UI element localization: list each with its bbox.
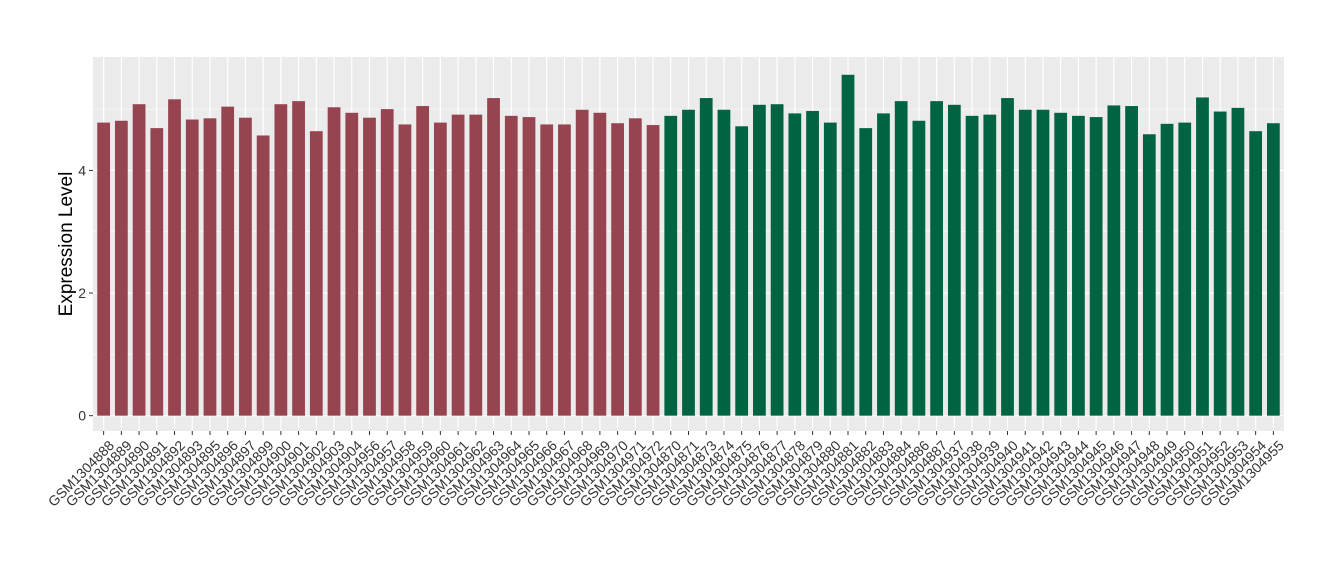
bar-GSM1304968 [575, 109, 589, 416]
bar-GSM1304952 [1213, 111, 1227, 416]
bar-GSM1304945 [1089, 117, 1103, 416]
bar-GSM1304897 [239, 117, 252, 416]
bar-GSM1304956 [363, 117, 376, 416]
y-tick-label: 4 [78, 162, 86, 178]
bar-GSM1304901 [292, 101, 305, 416]
bar-GSM1304960 [433, 122, 447, 416]
bar-GSM1304955 [1266, 123, 1280, 416]
bar-GSM1304959 [416, 106, 430, 416]
bar-GSM1304949 [1160, 123, 1174, 416]
bar-GSM1304888 [97, 122, 111, 416]
bar-GSM1304870 [664, 115, 678, 416]
bar-GSM1304951 [1196, 97, 1209, 416]
bar-GSM1304958 [398, 124, 412, 416]
bar-GSM1304879 [806, 110, 819, 416]
bar-GSM1304891 [150, 128, 164, 416]
bar-GSM1304874 [717, 109, 731, 416]
bar-GSM1304884 [894, 101, 908, 416]
bar-GSM1304876 [753, 104, 766, 416]
bar-GSM1304961 [451, 114, 465, 416]
bar-GSM1304878 [788, 113, 802, 416]
bar-GSM1304904 [345, 112, 359, 416]
bar-GSM1304900 [274, 104, 288, 416]
bar-GSM1304940 [1001, 98, 1014, 416]
bar-GSM1304882 [859, 128, 873, 416]
bar-GSM1304964 [504, 115, 518, 416]
bar-GSM1304946 [1107, 105, 1121, 416]
bar-GSM1304886 [912, 120, 926, 416]
bar-GSM1304892 [168, 99, 181, 416]
bar-GSM1304941 [1018, 109, 1032, 416]
y-tick-label: 0 [78, 408, 86, 424]
bar-GSM1304899 [256, 135, 270, 416]
bar-GSM1304938 [965, 115, 979, 416]
bar-GSM1304877 [770, 104, 784, 416]
bar-GSM1304875 [735, 126, 749, 416]
bar-GSM1304871 [682, 109, 695, 416]
bar-GSM1304966 [540, 124, 554, 416]
bar-GSM1304893 [185, 119, 199, 416]
bar-GSM1304957 [380, 109, 394, 416]
bars [97, 74, 1280, 416]
bar-GSM1304963 [487, 98, 500, 416]
bar-GSM1304873 [699, 98, 713, 416]
bar-GSM1304880 [823, 122, 837, 416]
x-axis: GSM1304888GSM1304889GSM1304890GSM1304891… [45, 431, 1287, 510]
bar-GSM1304962 [469, 114, 483, 416]
bar-GSM1304965 [522, 117, 536, 416]
bar-GSM1304887 [930, 101, 944, 416]
bar-GSM1304939 [983, 114, 997, 416]
bar-GSM1304971 [628, 118, 642, 416]
bar-GSM1304943 [1054, 112, 1068, 416]
bar-GSM1304942 [1036, 109, 1050, 416]
bar-GSM1304889 [114, 120, 128, 416]
bar-GSM1304896 [221, 106, 235, 416]
bar-GSM1304883 [877, 113, 890, 416]
bar-GSM1304953 [1231, 107, 1245, 416]
bar-GSM1304948 [1142, 134, 1156, 416]
bar-GSM1304954 [1249, 131, 1263, 416]
bar-GSM1304903 [327, 107, 341, 416]
bar-GSM1304967 [558, 124, 571, 416]
bar-GSM1304881 [841, 74, 855, 416]
bar-GSM1304970 [611, 123, 624, 416]
y-axis-title: Expression Level [56, 172, 77, 317]
bar-GSM1304969 [593, 112, 607, 416]
bar-GSM1304972 [646, 125, 660, 416]
bar-GSM1304890 [132, 104, 146, 416]
bar-GSM1304944 [1072, 115, 1085, 416]
bar-GSM1304895 [203, 118, 217, 416]
bar-GSM1304947 [1125, 106, 1138, 416]
y-tick-label: 2 [78, 285, 86, 301]
bar-GSM1304950 [1178, 122, 1192, 416]
y-axis: 0 2 4 [78, 162, 93, 424]
bar-GSM1304902 [309, 131, 323, 416]
bar-GSM1304937 [947, 104, 961, 416]
